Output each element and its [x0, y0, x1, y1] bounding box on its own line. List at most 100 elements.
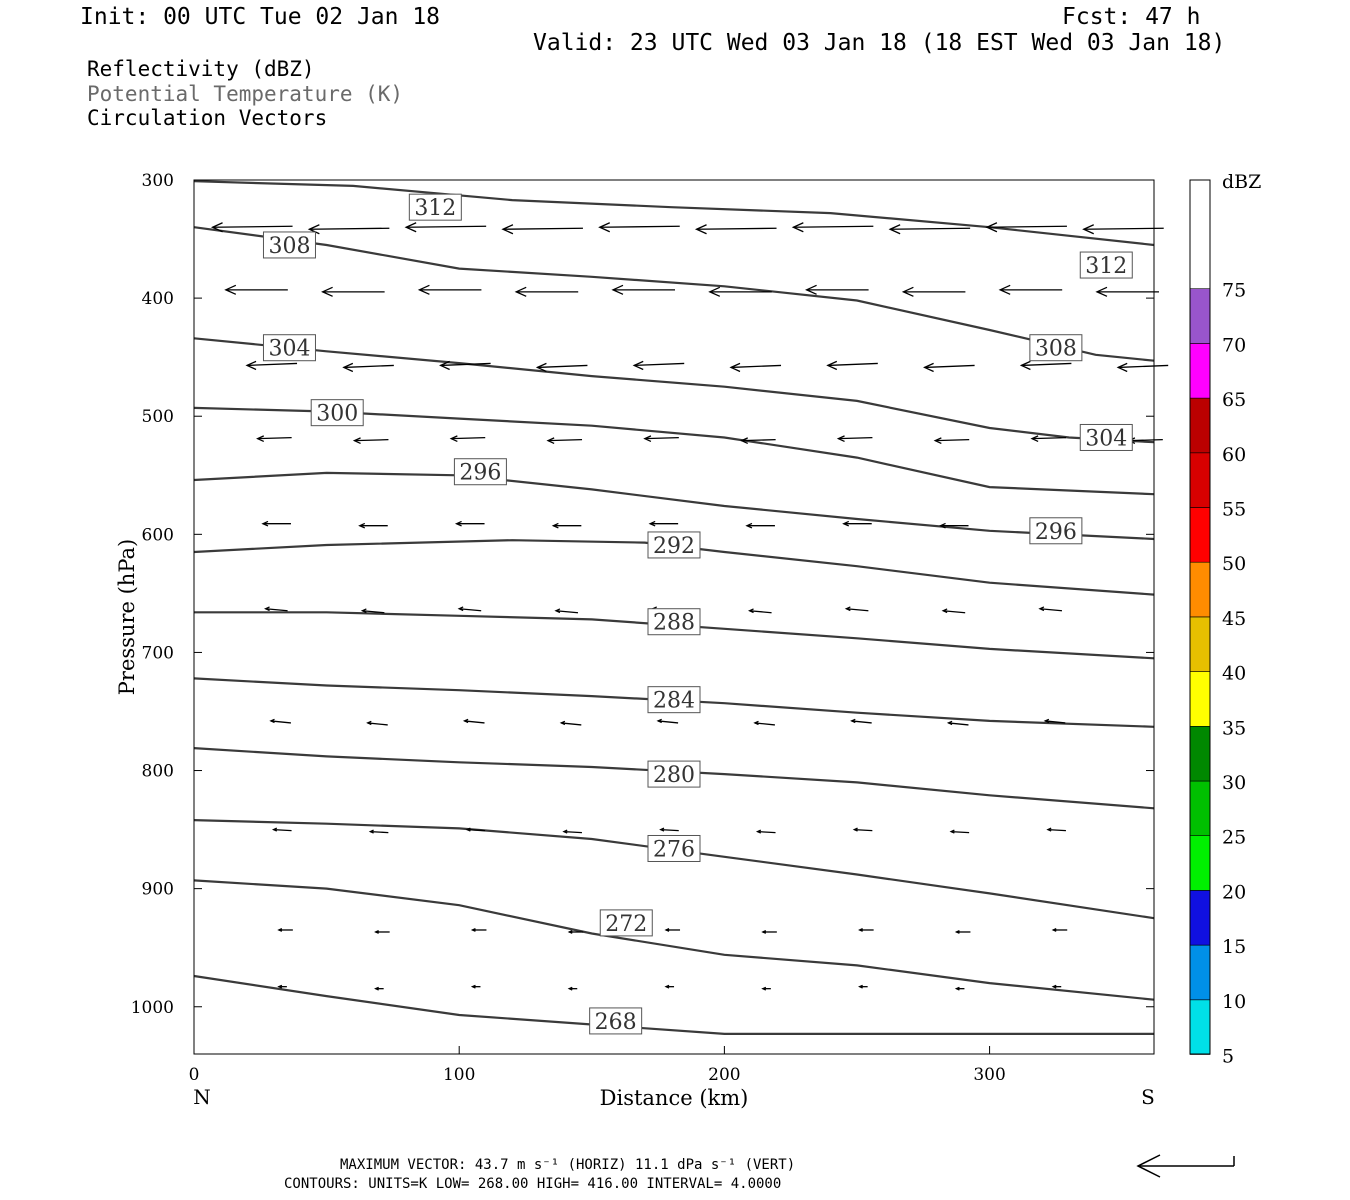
vector-arrow	[454, 520, 485, 527]
vector-arrow	[923, 362, 975, 373]
colorbar-tick-label: 55	[1222, 499, 1246, 521]
colorbar-tick-label: 15	[1222, 936, 1246, 958]
colorbar-swatch	[1189, 616, 1211, 672]
y-tick-label: 500	[142, 407, 174, 427]
vector-arrow	[1038, 606, 1063, 612]
vector-arrow	[417, 284, 482, 295]
vector-arrow	[277, 984, 287, 989]
y-tick-label: 300	[142, 171, 174, 191]
contour-272	[193, 879, 1155, 1001]
svg-text:296: 296	[459, 461, 501, 486]
vector-arrow	[210, 222, 293, 233]
svg-text:268: 268	[595, 1010, 637, 1035]
colorbar-swatch	[1189, 999, 1211, 1055]
vector-arrow	[1082, 224, 1164, 235]
contour-label: 296	[1029, 517, 1083, 545]
vector-arrow	[656, 718, 679, 724]
contour-296	[193, 471, 1155, 541]
contour-268	[193, 974, 1154, 1035]
vector-arrow	[1046, 827, 1066, 832]
contour-label: 268	[589, 1007, 643, 1035]
vector-arrow	[954, 930, 971, 934]
vector-arrow	[470, 928, 487, 932]
vector-arrow	[559, 720, 582, 726]
vector-arrow	[753, 720, 775, 726]
y-axis-label: Pressure (hPa)	[115, 539, 139, 695]
vector-arrow	[664, 928, 681, 932]
svg-text:312: 312	[1085, 254, 1127, 279]
vector-arrow	[888, 224, 971, 235]
vector-arrow	[632, 360, 685, 371]
vector-arrow	[449, 435, 486, 443]
colorbar-tick-label: 25	[1222, 827, 1246, 849]
y-tick-label: 1000	[131, 998, 174, 1018]
vector-arrow	[998, 284, 1063, 295]
vector-arrow	[368, 829, 389, 834]
vector-arrow	[761, 930, 777, 934]
contour-label: 308	[1029, 334, 1083, 362]
field-reflectivity: Reflectivity (dBZ)	[87, 57, 315, 81]
colorbar-swatch	[1189, 835, 1211, 891]
vector-arrow	[933, 437, 970, 445]
colorbar-tick-label: 40	[1222, 663, 1246, 685]
vector-arrow	[850, 718, 872, 724]
colorbar-swatch	[1189, 671, 1211, 727]
vector-arrow	[360, 608, 385, 614]
vector-arrow	[836, 435, 873, 443]
vector-arrow	[844, 606, 869, 612]
vector-arrow	[747, 608, 772, 614]
vector-arrow	[366, 720, 388, 726]
colorbar-swatch	[1189, 452, 1211, 508]
max-vector-note: MAXIMUM VECTOR: 43.7 m s⁻¹ (HORIZ) 11.1 …	[340, 1157, 796, 1173]
forecast-hour: Fcst: 47 h	[1062, 4, 1201, 30]
colorbar-tick-label: 10	[1222, 991, 1246, 1013]
colorbar-swatch	[1189, 507, 1211, 563]
x-end-label-left: N	[193, 1085, 211, 1109]
colorbar-swatch	[1189, 944, 1211, 1001]
contour-label: 284	[647, 686, 701, 714]
vector-arrow	[551, 522, 582, 529]
vector-arrow	[224, 284, 288, 295]
contour-label: 312	[408, 193, 462, 221]
svg-text:304: 304	[268, 337, 310, 362]
vector-arrow	[554, 608, 579, 614]
vector-arrow	[842, 520, 872, 527]
colorbar-swatch	[1189, 890, 1211, 946]
colorbar-swatch	[1189, 397, 1211, 454]
vector-arrow	[643, 435, 679, 443]
init-time: Init: 00 UTC Tue 02 Jan 18	[80, 4, 441, 30]
vector-arrow	[271, 827, 292, 832]
contour-label: 300	[310, 399, 364, 427]
contour-label: 304	[1079, 423, 1133, 451]
vector-arrow	[374, 930, 390, 934]
vector-arrow	[514, 286, 579, 297]
vector-arrow	[457, 606, 482, 612]
vector-arrow	[611, 284, 676, 295]
colorbar-swatch	[1189, 343, 1211, 399]
vector-arrow	[1051, 984, 1062, 989]
vector-arrow	[1019, 360, 1072, 371]
colorbar-swatch	[1189, 561, 1211, 618]
y-tick-label: 600	[142, 525, 174, 545]
x-end-label-right: S	[1141, 1085, 1155, 1109]
vector-arrow	[535, 362, 588, 373]
vector-arrow	[659, 827, 679, 832]
vector-arrow	[708, 286, 772, 297]
vector-arrow	[761, 986, 771, 991]
contour-312	[193, 180, 1155, 247]
svg-text:304: 304	[1085, 426, 1127, 451]
x-axis-label: Distance (km)	[600, 1086, 749, 1110]
vector-arrow	[269, 718, 291, 724]
vector-arrow	[567, 930, 584, 934]
vector-arrow	[745, 522, 775, 529]
svg-text:300: 300	[316, 402, 358, 427]
colorbar-swatch	[1189, 780, 1211, 837]
vector-arrow	[1116, 362, 1169, 373]
contour-276	[193, 819, 1155, 920]
y-tick-label: 700	[142, 643, 174, 663]
vector-arrow	[755, 829, 776, 834]
vector-arrow	[946, 720, 969, 726]
vector-arrow	[1051, 928, 1068, 932]
contour-label: 280	[647, 760, 701, 788]
